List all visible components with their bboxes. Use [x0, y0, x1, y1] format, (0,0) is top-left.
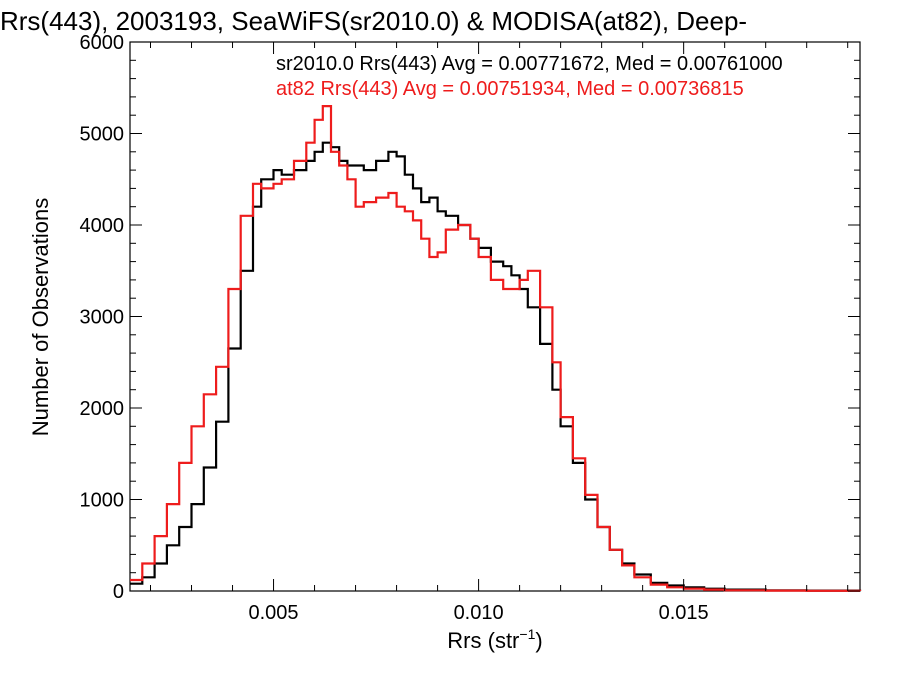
y-tick-label: 2000: [80, 398, 125, 420]
series-line-sr2010-0: [130, 141, 862, 592]
plot-area: 0.005 0.010 0.015 0 1000 2000 3000 4000 5000 6000: [80, 32, 862, 624]
x-axis-label: Rrs (str−1): [447, 626, 542, 653]
x-tick-label: 0.005: [249, 602, 299, 624]
y-axis-label: Number of Observations: [28, 198, 53, 436]
legend-entry-at82: at82 Rrs(443) Avg = 0.00751934, Med = 0.…: [276, 78, 744, 100]
x-tick-label: 0.010: [454, 602, 504, 624]
y-tick-label: 4000: [80, 215, 125, 237]
series-line-at82: [130, 105, 862, 592]
y-tick-label: 1000: [80, 490, 125, 512]
y-tick-label: 6000: [80, 32, 125, 54]
axis-layer: 0.005 0.010 0.015 0 1000 2000 3000 4000 5000 6000: [80, 32, 860, 624]
y-tick-label: 5000: [80, 124, 125, 146]
y-tick-label: 3000: [80, 307, 125, 329]
x-tick-label: 0.015: [659, 602, 709, 624]
chart-title: Rrs(443), 2003193, SeaWiFS(sr2010.0) & M…: [0, 6, 747, 36]
x-axis-label-end: ): [535, 628, 542, 653]
legend-entry-sr2010: sr2010.0 Rrs(443) Avg = 0.00771672, Med …: [276, 53, 783, 75]
x-axis-label-superscript: −1: [519, 626, 535, 642]
x-axis-label-main: Rrs (str: [447, 628, 519, 653]
y-tick-label: 0: [113, 581, 124, 603]
plot-frame: [129, 41, 861, 592]
series-layer: [130, 105, 862, 592]
